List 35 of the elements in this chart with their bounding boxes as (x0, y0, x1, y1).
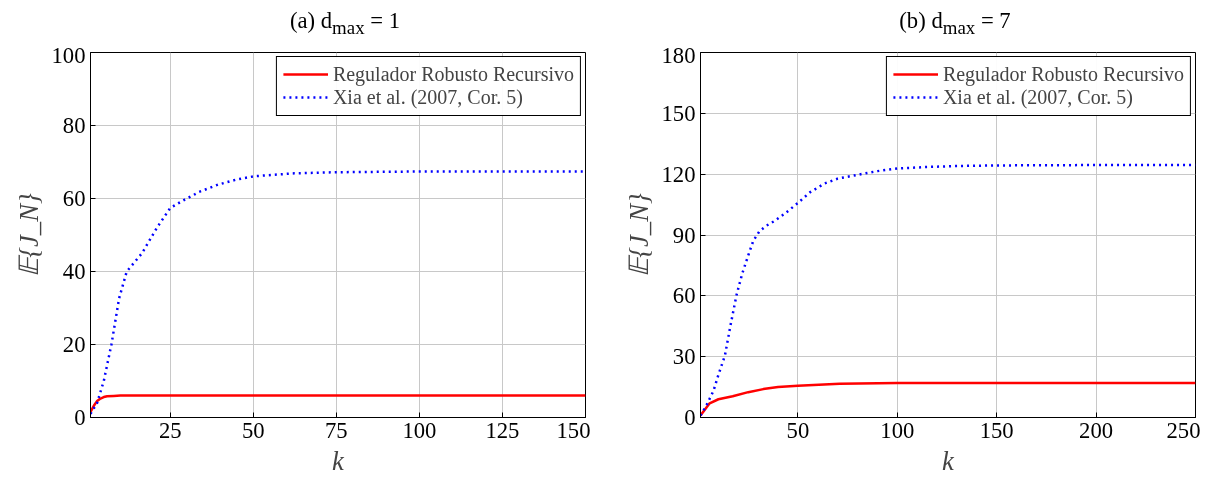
y-axis-title: 𝔼{J_N} (623, 192, 654, 277)
x-tick-label: 100 (402, 417, 437, 443)
x-tick-label: 250 (1166, 417, 1201, 443)
x-tick-label: 125 (485, 417, 520, 443)
legend-label: Regulador Robusto Recursivo (332, 62, 574, 86)
y-tick-label: 20 (62, 331, 86, 357)
x-tick-label: 25 (158, 417, 182, 443)
chart-title: (a) d$_{max}$ = 1 (289, 7, 401, 40)
y-tick-label: 90 (672, 222, 696, 248)
y-tick-label: 60 (672, 282, 696, 308)
legend-label: Xia et al. (2007, Cor. 5) (332, 85, 523, 109)
y-tick-label: 0 (684, 404, 696, 430)
x-tick-label: 150 (556, 417, 591, 443)
x-tick-label: 75 (325, 417, 348, 443)
line-series (90, 393, 586, 413)
y-tick-label: 120 (661, 161, 696, 187)
y-tick-label: 0 (74, 404, 86, 430)
legend-label: Xia et al. (2007, Cor. 5) (942, 85, 1133, 109)
y-tick-label: 150 (661, 100, 696, 126)
y-tick-label: 30 (672, 343, 696, 369)
x-tick-label: 100 (880, 417, 915, 443)
x-tick-label: 200 (1079, 417, 1114, 443)
y-tick-label: 80 (62, 112, 86, 138)
y-tick-label: 180 (661, 42, 696, 68)
chart-title: (b) d$_{max}$ = 7 (899, 7, 1011, 40)
x-tick-label: 50 (241, 417, 265, 443)
x-tick-label: 150 (979, 417, 1014, 443)
y-tick-label: 40 (62, 258, 86, 284)
x-axis-title: k (942, 445, 956, 476)
legend-label: Regulador Robusto Recursivo (942, 62, 1184, 86)
x-tick-label: 50 (786, 417, 810, 443)
y-axis-title: 𝔼{J_N} (13, 192, 44, 277)
y-tick-label: 100 (51, 42, 86, 68)
y-tick-label: 60 (62, 185, 86, 211)
x-axis-title: k (332, 445, 346, 476)
